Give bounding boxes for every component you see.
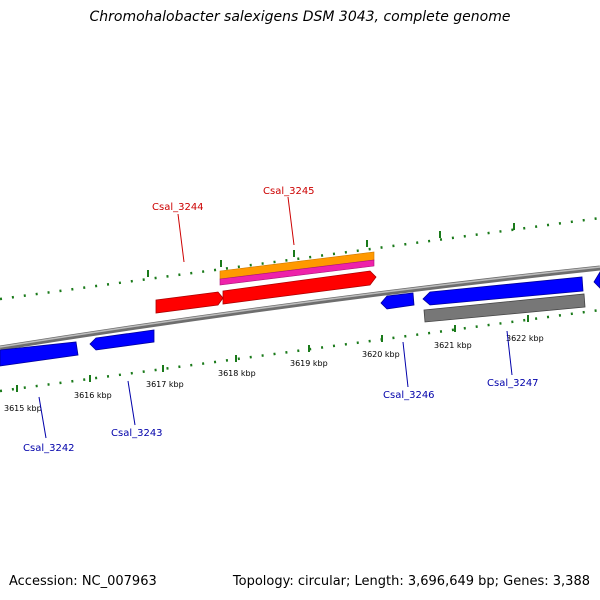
forward-tick-track-line bbox=[0, 216, 600, 301]
gene-label-csal-3244[interactable]: Csal_3244 bbox=[152, 202, 204, 213]
gene-feature-csal-3244[interactable] bbox=[155, 291, 224, 314]
magenta-feature[interactable] bbox=[219, 259, 375, 286]
label-leader-line bbox=[127, 380, 136, 426]
gene-feature-csal-3246[interactable] bbox=[380, 292, 415, 310]
reverse-tick-track-line bbox=[0, 308, 600, 393]
scale-label: 3619 kbp bbox=[290, 359, 328, 368]
scale-label: 3621 kbp bbox=[434, 341, 472, 350]
reverse-tick-track bbox=[0, 308, 600, 393]
forward-tick-track bbox=[0, 216, 600, 301]
gene-label-csal-3245[interactable]: Csal_3245 bbox=[263, 186, 315, 197]
gene-feature-partial-right[interactable] bbox=[593, 271, 600, 289]
scale-label: 3618 kbp bbox=[218, 369, 256, 378]
gene-feature-csal-3245[interactable] bbox=[222, 270, 377, 305]
scale-label: 3617 kbp bbox=[146, 380, 184, 389]
gene-feature-csal-3242[interactable] bbox=[0, 341, 79, 367]
label-leader-line bbox=[287, 196, 295, 246]
scale-label: 3615 kbp bbox=[4, 404, 42, 413]
label-leader-line bbox=[402, 341, 409, 388]
gray-feature[interactable] bbox=[423, 293, 586, 323]
gene-label-csal-3242[interactable]: Csal_3242 bbox=[23, 443, 75, 454]
gene-label-csal-3247[interactable]: Csal_3247 bbox=[487, 378, 539, 389]
genome-stats-text: Topology: circular; Length: 3,696,649 bp… bbox=[232, 574, 590, 589]
gene-label-csal-3246[interactable]: Csal_3246 bbox=[383, 390, 435, 401]
scale-label: 3616 kbp bbox=[74, 391, 112, 400]
gene-feature-csal-3243[interactable] bbox=[89, 329, 155, 351]
label-leader-line bbox=[506, 330, 513, 376]
genome-backbone-highlight bbox=[0, 266, 600, 348]
genome-title: Chromohalobacter salexigens DSM 3043, co… bbox=[89, 9, 511, 25]
genome-backbone bbox=[0, 265, 600, 351]
label-leader-line bbox=[177, 213, 185, 263]
gene-feature-csal-3247[interactable] bbox=[422, 276, 584, 306]
label-leader-line bbox=[38, 396, 47, 439]
scale-label: 3620 kbp bbox=[362, 350, 400, 359]
scale-label: 3622 kbp bbox=[506, 334, 544, 343]
accession-text: Accession: NC_007963 bbox=[9, 574, 157, 589]
gene-label-csal-3243[interactable]: Csal_3243 bbox=[111, 428, 163, 439]
